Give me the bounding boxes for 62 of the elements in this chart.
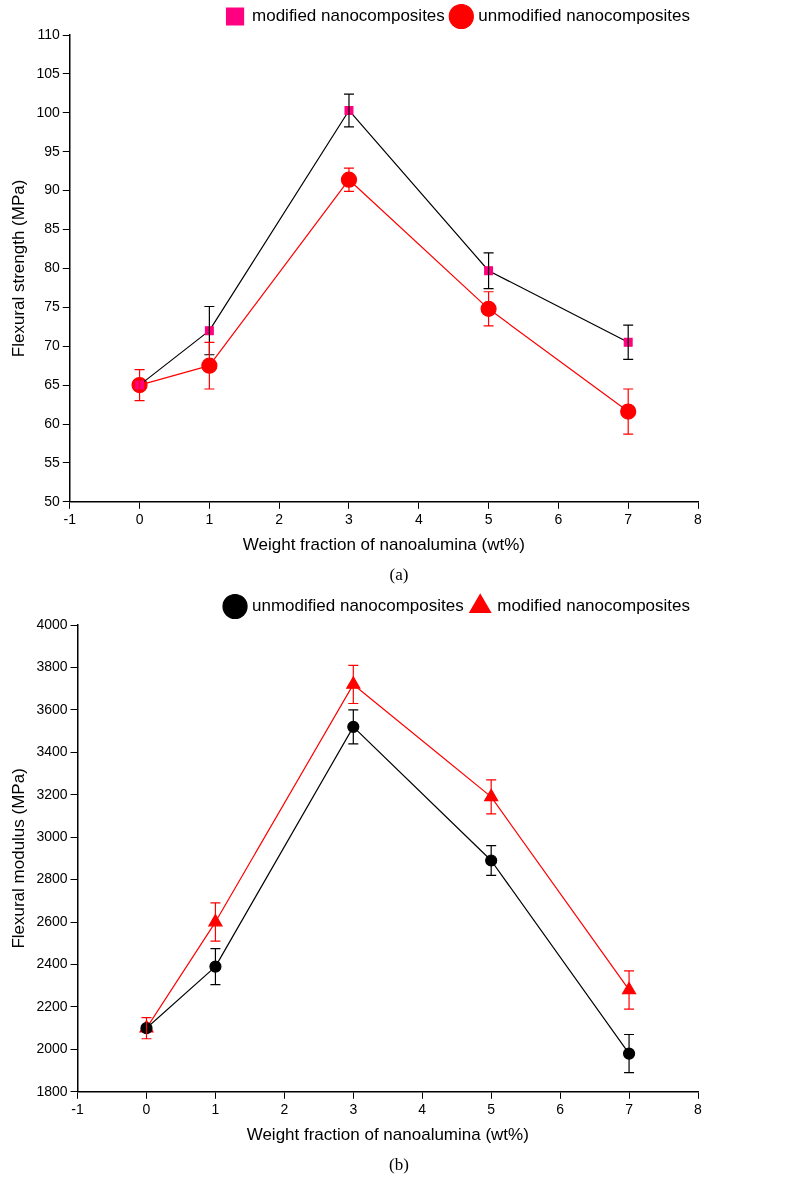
y-tick-label: 60 (44, 414, 60, 431)
x-tick-label: 2 (275, 511, 284, 528)
y-tick-label: 50 (44, 492, 60, 509)
point (485, 854, 498, 867)
y-tick-label: 55 (44, 453, 60, 470)
y-tick-label: 75 (44, 298, 60, 315)
x-tick-label: 1 (205, 511, 214, 528)
legend-label: unmodified nanocomposites (252, 596, 464, 616)
x-tick-label: 0 (142, 1101, 151, 1118)
point (201, 357, 218, 374)
legend-label: unmodified nanocomposites (478, 6, 690, 26)
y-tick-label: 70 (44, 337, 60, 354)
point (346, 676, 361, 689)
y-tick-label: 105 (36, 64, 60, 81)
y-tick-label: 110 (37, 25, 60, 42)
y-tick-label: 85 (44, 220, 60, 237)
x-tick-label: 1 (211, 1101, 220, 1118)
y-tick-label: 1800 (36, 1082, 68, 1099)
x-tick-label: 4 (418, 1101, 427, 1118)
y-tick-label: 100 (36, 103, 60, 120)
y-tick-label: 65 (44, 375, 60, 392)
text: (b) (388, 1154, 410, 1176)
x-tick-label: 7 (624, 511, 633, 528)
x-tick-label: 7 (625, 1101, 634, 1118)
x-tick-label: 8 (694, 511, 703, 528)
x-tick-label: 8 (694, 1101, 703, 1118)
y-tick-label: 3800 (36, 658, 68, 675)
x-tick-label: 5 (487, 1101, 496, 1118)
text: (a) (388, 564, 410, 586)
y-axis-title: Flexural modulus (MPa) (8, 768, 28, 949)
y-axis-title: Flexural strength (MPa) (8, 179, 28, 358)
x-axis-title: Weight fraction of nanoalumina (wt%) (246, 1125, 529, 1145)
y-tick-label: 95 (44, 142, 60, 159)
legend-label: modified nanocomposites (252, 6, 445, 26)
x-tick-label: 4 (414, 511, 423, 528)
x-tick-label: -1 (71, 1101, 84, 1118)
point (620, 403, 637, 420)
y-tick-label: 2400 (36, 955, 68, 972)
y-tick-label: 4000 (36, 615, 68, 632)
x-tick-label: 3 (349, 1101, 358, 1118)
point (480, 300, 497, 317)
y-tick-label: 3400 (36, 743, 68, 760)
y-tick-label: 80 (44, 259, 60, 276)
y-tick-label: 3200 (36, 785, 68, 802)
y-tick-label: 2000 (36, 1040, 68, 1057)
y-tick-label: 3600 (36, 700, 68, 717)
y-tick-label: 2200 (36, 997, 68, 1014)
y-tick-label: 3000 (36, 828, 68, 845)
x-axis-title: Weight fraction of nanoalumina (wt%) (242, 535, 525, 555)
x-tick-label: -1 (63, 511, 77, 528)
x-tick-label: 6 (556, 1101, 565, 1118)
point (347, 720, 360, 733)
x-tick-label: 6 (554, 511, 563, 528)
y-tick-label: 90 (44, 181, 60, 198)
point (209, 960, 222, 973)
y-tick-label: 2600 (36, 912, 68, 929)
x-tick-label: 2 (280, 1101, 289, 1118)
x-tick-label: 0 (135, 511, 144, 528)
y-tick-label: 2800 (36, 870, 68, 887)
legend-label: modified nanocomposites (497, 596, 690, 616)
x-tick-label: 3 (345, 511, 354, 528)
x-tick-label: 5 (484, 511, 493, 528)
